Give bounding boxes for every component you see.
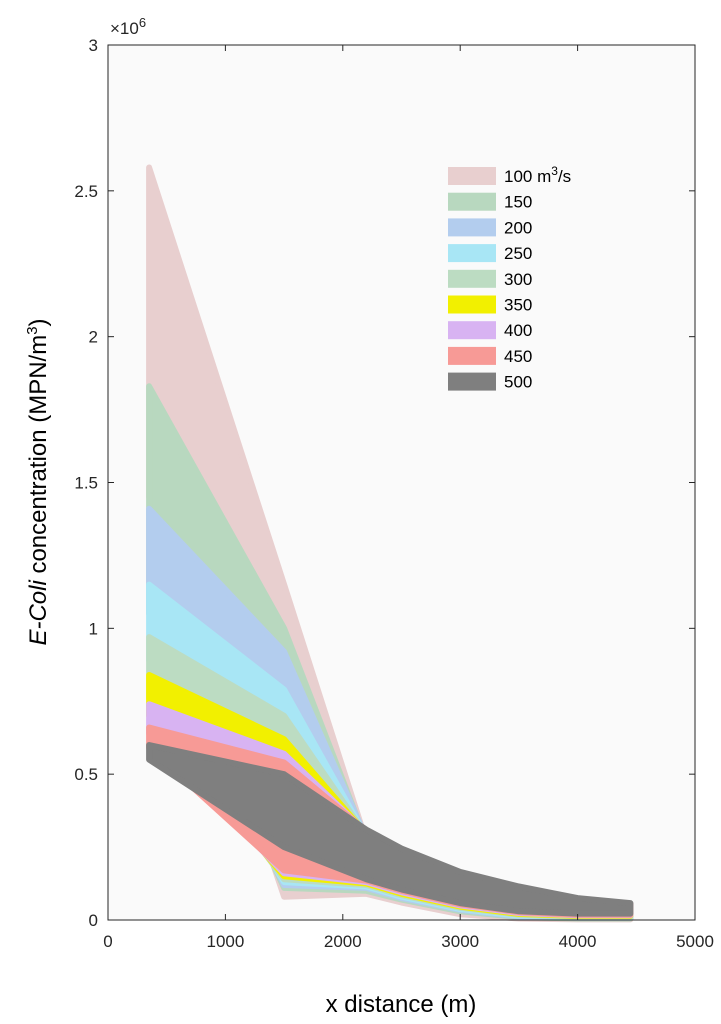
y-tick-label: 2 (89, 328, 98, 347)
legend-swatch-300 (448, 269, 496, 288)
y-tick-label: 3 (89, 36, 98, 55)
x-axis-title: x distance (m) (326, 991, 477, 1018)
y-tick-label: 1 (89, 619, 98, 638)
x-tick-label: 0 (103, 932, 112, 951)
legend-swatch-100 (448, 167, 496, 185)
x-tick-label: 2000 (324, 932, 362, 951)
series-band-500 (146, 742, 634, 917)
y-tick-label: 0 (89, 911, 98, 930)
legend-label-350: 350 (504, 296, 532, 315)
legend-label-500: 500 (504, 373, 532, 392)
y-tick-label: 2.5 (74, 182, 98, 201)
legend-swatch-350 (448, 295, 496, 314)
legend: 100 m3/s 150 200 250 300 350 400 450 500 (448, 164, 571, 392)
series-layer (146, 164, 634, 923)
legend-label-300: 300 (504, 270, 532, 289)
legend-swatch-200 (448, 218, 496, 237)
legend-swatch-150 (448, 192, 496, 211)
y-tick-label: 0.5 (74, 765, 98, 784)
legend-swatch-500 (448, 372, 496, 391)
y-axis-title: E-Coli concentration (MPN/m3) (24, 318, 52, 645)
x-tick-label: 3000 (441, 932, 479, 951)
legend-label-200: 200 (504, 218, 532, 237)
y-exponent-label: ×106 (110, 15, 146, 38)
legend-label-450: 450 (504, 347, 532, 366)
x-tick-label: 4000 (559, 932, 597, 951)
x-tick-label: 1000 (206, 932, 244, 951)
legend-swatch-450 (448, 346, 496, 365)
legend-label-100: 100 m3/s (504, 164, 571, 186)
x-tick-label: 5000 (676, 932, 714, 951)
y-tick-label: 1.5 (74, 474, 98, 493)
legend-label-150: 150 (504, 193, 532, 212)
legend-label-250: 250 (504, 244, 532, 263)
tick-layer: 0 1000 2000 3000 4000 5000 0 0.5 1 1.5 2 2.5 3 (74, 36, 714, 951)
legend-swatch-250 (448, 244, 496, 263)
legend-swatch-400 (448, 321, 496, 340)
legend-label-400: 400 (504, 321, 532, 340)
